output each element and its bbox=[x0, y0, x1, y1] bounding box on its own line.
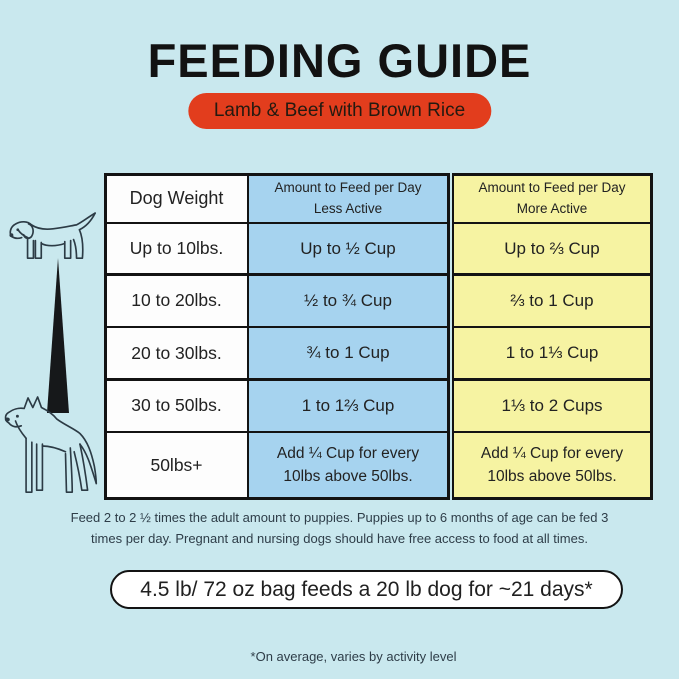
col-header-less-active-line1: Amount to Feed per Day bbox=[274, 180, 422, 196]
feeding-table-main-columns: Dog Weight Amount to Feed per Day Less A… bbox=[104, 173, 450, 500]
more-cell-row1: Up to ⅔ Cup bbox=[454, 224, 650, 273]
weight-cell-row4: 30 to 50lbs. bbox=[106, 380, 247, 431]
col-header-more-active: Amount to Feed per Day More Active bbox=[454, 175, 650, 222]
more-cell-row4: 1⅓ to 2 Cups bbox=[454, 380, 650, 431]
size-scale-arrow-icon bbox=[47, 258, 69, 413]
col-header-more-active-line1: Amount to Feed per Day bbox=[478, 180, 626, 196]
activity-footnote: *On average, varies by activity level bbox=[250, 649, 457, 664]
weight-cell-row5: 50lbs+ bbox=[106, 433, 247, 497]
less-cell-row3: ¾ to 1 Cup bbox=[249, 328, 447, 378]
less-cell-row2: ½ to ¾ Cup bbox=[249, 275, 447, 326]
bag-estimate-pill: 4.5 lb/ 72 oz bag feeds a 20 lb dog for … bbox=[110, 570, 623, 609]
col-header-less-active-line2: Less Active bbox=[313, 200, 383, 216]
page-title: FEEDING GUIDE bbox=[147, 34, 532, 87]
flavor-badge: Lamb & Beef with Brown Rice bbox=[187, 93, 492, 129]
less-cell-row5: Add ¼ Cup for every 10lbs above 50lbs. bbox=[249, 433, 447, 497]
weight-cell-row3: 20 to 30lbs. bbox=[106, 328, 247, 378]
more-cell-row2: ⅔ to 1 Cup bbox=[454, 275, 650, 326]
col-header-less-active: Amount to Feed per Day Less Active bbox=[249, 175, 447, 222]
less-cell-row4: 1 to 1⅔ Cup bbox=[249, 380, 447, 431]
weight-cell-row2: 10 to 20lbs. bbox=[106, 275, 247, 326]
puppy-feeding-note: Feed 2 to 2 ½ times the adult amount to … bbox=[70, 510, 609, 546]
col-header-dog-weight: Dog Weight bbox=[106, 175, 247, 222]
feeding-table-more-column: Amount to Feed per Day More Active Up to… bbox=[451, 173, 653, 500]
large-dog-icon bbox=[3, 394, 103, 498]
small-dog-icon bbox=[7, 211, 101, 274]
more-cell-row3: 1 to 1⅓ Cup bbox=[454, 328, 650, 378]
weight-cell-row1: Up to 10lbs. bbox=[106, 224, 247, 273]
less-cell-row1: Up to ½ Cup bbox=[249, 224, 447, 273]
col-header-more-active-line2: More Active bbox=[516, 200, 588, 216]
feeding-table: Dog Weight Amount to Feed per Day Less A… bbox=[104, 173, 653, 500]
more-cell-row5: Add ¼ Cup for every 10lbs above 50lbs. bbox=[454, 433, 650, 497]
